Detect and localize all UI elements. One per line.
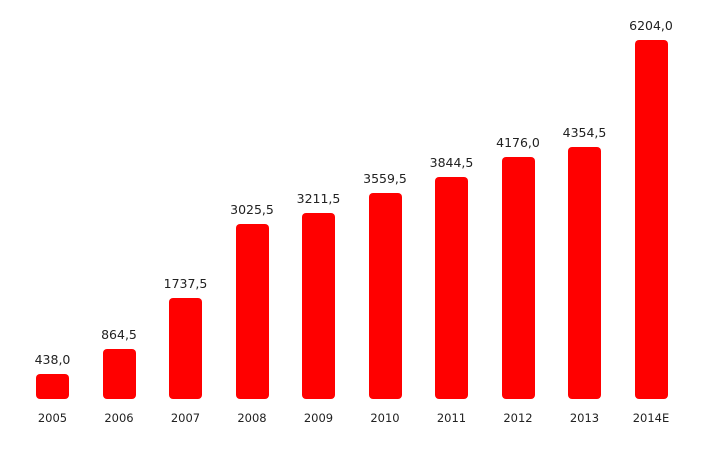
value-label: 3559,5: [363, 171, 407, 187]
bar-2006: [102, 348, 136, 399]
value-label: 1737,5: [163, 276, 208, 292]
bar-2014E: [634, 40, 668, 399]
category-label: 2011: [436, 411, 467, 425]
category-label: 2010: [370, 411, 400, 425]
category-label: 2012: [503, 411, 533, 425]
bar-2013: [568, 147, 601, 399]
value-label: 3211,5: [296, 191, 341, 207]
bar-2008: [235, 223, 269, 399]
value-label: 4354,5: [562, 125, 607, 141]
bar-2005: [36, 373, 69, 399]
category-label: 2014E: [632, 411, 670, 425]
category-label: 2009: [303, 411, 334, 425]
category-label: 2007: [170, 411, 201, 425]
value-label: 3025,5: [230, 201, 274, 217]
bar-2011: [435, 176, 468, 399]
value-label: 438,0: [34, 351, 71, 367]
category-label: 2005: [37, 411, 68, 425]
bar-2007: [169, 298, 202, 399]
category-label: 2008: [237, 411, 267, 425]
category-label: 2006: [104, 411, 134, 425]
value-label: 864,5: [101, 326, 137, 342]
bar-2009: [302, 213, 335, 399]
value-label: 3844,5: [429, 154, 474, 170]
bar-2012: [501, 157, 535, 399]
bar-2010: [368, 193, 402, 399]
value-label: 4176,0: [496, 135, 540, 151]
category-label: 2013: [569, 411, 600, 425]
value-label: 6204,0: [629, 18, 673, 33]
